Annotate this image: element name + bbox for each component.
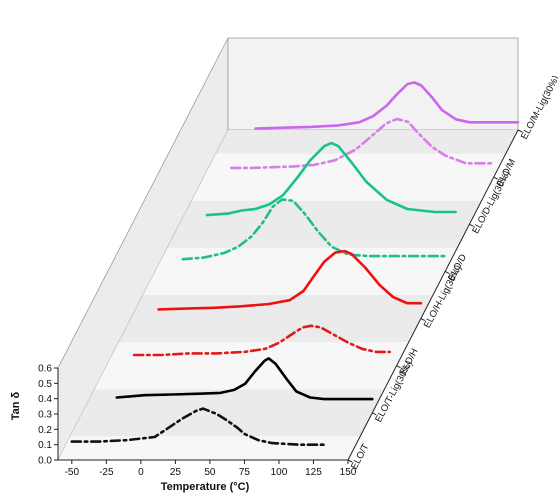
y-tick-label: 0.5 [38, 379, 52, 390]
depth-band [191, 153, 506, 201]
depth-band [58, 436, 361, 460]
x-tick-label: -25 [99, 467, 114, 478]
depth-band [118, 295, 433, 343]
depth-tick-mark [347, 459, 353, 463]
series-line [230, 117, 495, 170]
y-tick-label: 0.4 [38, 394, 52, 405]
series-layer [70, 81, 520, 446]
x-tick-label: 125 [305, 467, 322, 478]
y-tick-label: 0.2 [38, 425, 52, 436]
depth-tick-mark [517, 129, 523, 133]
x-axis-title: Temperature (°C) [161, 481, 250, 493]
depth-tick-mark [444, 270, 450, 274]
depth-tick-mark [469, 223, 474, 227]
series-label: ELO/M-Lig(30%) [519, 74, 558, 142]
series-line [132, 324, 391, 357]
series-line [254, 81, 520, 130]
depth-tick-mark [372, 412, 377, 416]
x-tick-label: 0 [138, 467, 144, 478]
y-tick-label: 0.0 [38, 456, 52, 467]
x-tick-label: 150 [340, 467, 357, 478]
series-line [70, 407, 329, 446]
depth-band [70, 389, 385, 437]
y-tick-label: 0.1 [38, 440, 52, 451]
depth-band [215, 130, 518, 154]
series-line [205, 141, 457, 217]
x-ticks: -50 -25 0 25 50 75 100 125 150 [65, 460, 357, 478]
chart-walls [57, 37, 519, 461]
x-tick-label: 100 [271, 467, 288, 478]
y-tick-label: 0.3 [38, 410, 52, 421]
series-line [115, 357, 374, 401]
x-tick-label: -50 [65, 467, 80, 478]
x-tick-label: 75 [239, 467, 251, 478]
depth-band [167, 200, 482, 248]
y-ticks: 0.0 0.1 0.2 0.3 0.4 0.5 0.6 [38, 364, 58, 467]
x-tick-label: 25 [170, 467, 182, 478]
series-line [181, 198, 447, 261]
x-tick-label: 50 [204, 467, 216, 478]
series-line [157, 249, 423, 311]
y-axis-title: Tan δ [10, 391, 22, 420]
depth-axis-line [347, 129, 519, 461]
y-tick-label: 0.6 [38, 364, 52, 375]
depth-tick-mark [420, 318, 426, 322]
depth-tick-mark [493, 176, 498, 180]
depth-tick-mark [396, 365, 401, 369]
